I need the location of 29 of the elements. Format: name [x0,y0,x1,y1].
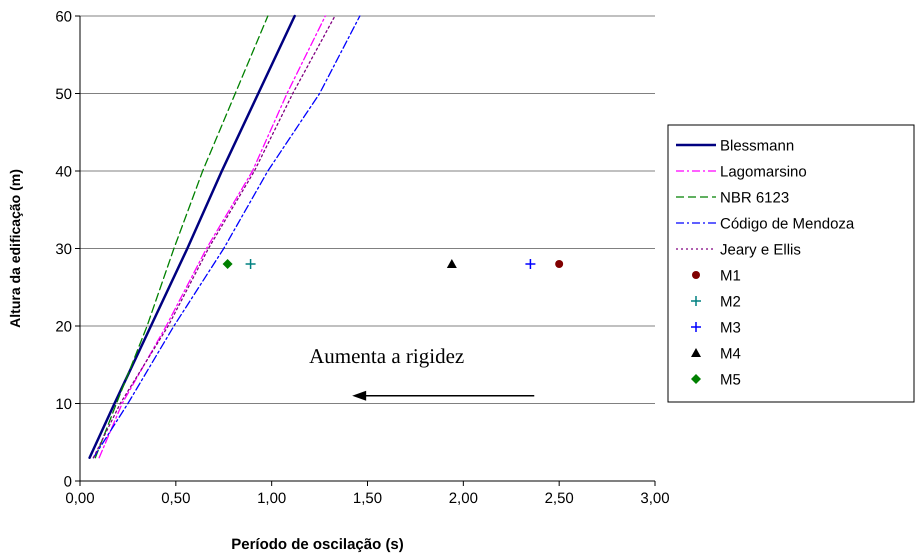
y-tick-label: 50 [55,86,72,103]
x-axis-title: Período de oscilação (s) [231,536,404,553]
x-tick-label: 0,50 [161,490,190,507]
line-series [88,14,296,459]
legend-label: Jeary e Ellis [720,241,801,258]
x-tick-label: 1,00 [257,490,286,507]
y-tick-label: 30 [55,240,72,258]
legend-label: M1 [720,267,741,284]
y-tick-label: 60 [55,8,72,26]
legend-label: M5 [720,371,741,388]
legend-label: M4 [720,345,741,362]
x-tick-label: 2,00 [448,490,478,507]
y-tick-label: 10 [55,396,72,413]
x-tick-label: 3,00 [640,490,670,507]
annotation: Aumenta a rigidez [309,344,464,368]
line-series [94,15,268,458]
legend-label: M2 [720,293,741,310]
y-axis-title: Altura da edificação (m) [7,169,23,328]
legend-label: NBR 6123 [720,189,790,206]
legend-label: Lagomarsino [720,163,807,180]
x-tick-label: 0,00 [65,490,95,507]
x-tick-label: 2,50 [544,490,574,507]
x-tick-label: 1,50 [352,490,382,507]
y-tick-label: 40 [55,163,72,180]
legend-label: Blessmann [720,137,794,154]
legend-label: M3 [720,319,741,336]
y-tick-label: 0 [64,473,72,490]
legend-label: Código de Mendoza [720,215,855,232]
y-tick-label: 20 [55,318,72,336]
